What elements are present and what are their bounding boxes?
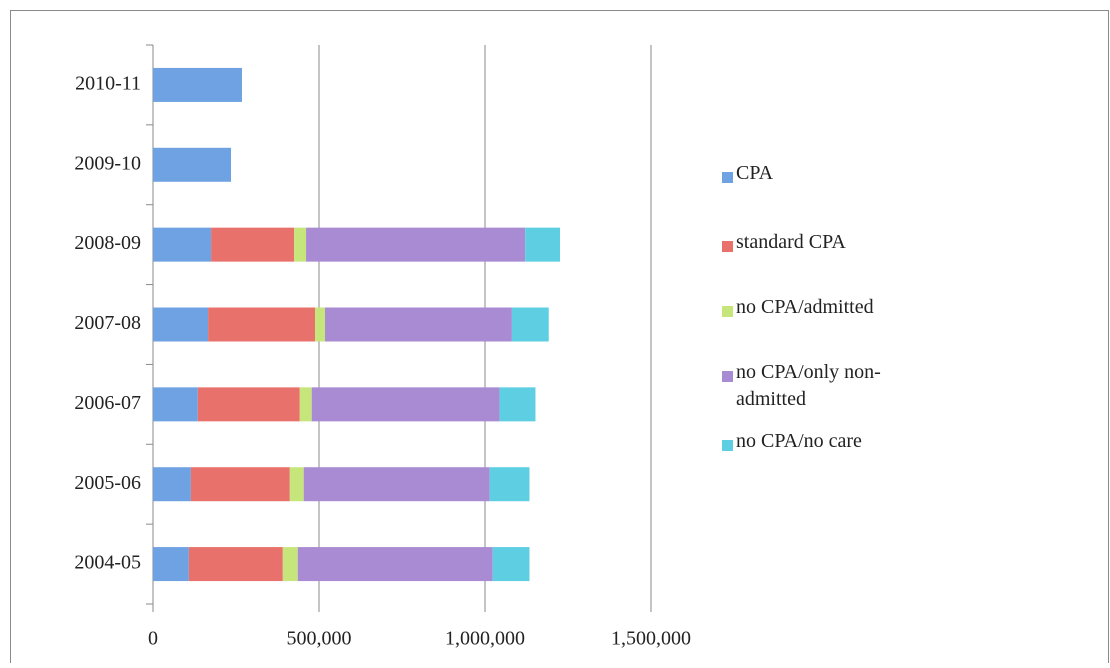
bar-segment: [297, 547, 493, 582]
bar-segment: [315, 307, 325, 342]
bar-segment: [303, 467, 490, 502]
bar-segment: [188, 547, 283, 582]
legend-label: no CPA/no care: [736, 430, 862, 452]
bar-segment: [511, 307, 549, 342]
legend-swatch: [722, 371, 733, 382]
legend-swatch: [722, 306, 733, 317]
bar-segment: [289, 467, 304, 502]
bar-segment: [282, 547, 298, 582]
legend-swatch: [722, 440, 733, 451]
legend-item: no CPA/no care: [722, 430, 962, 455]
bar-segment: [489, 467, 530, 502]
bar-segment: [153, 467, 191, 502]
legend-label: no CPA/admitted: [736, 296, 874, 318]
y-tick-label: 2008-09: [74, 232, 141, 254]
bar-segment: [153, 307, 209, 342]
legend-swatch: [722, 241, 733, 252]
bar-segment: [208, 307, 316, 342]
legend-label: standard CPA: [736, 231, 846, 253]
legend-label: CPA: [736, 162, 774, 184]
bar-segment: [197, 387, 300, 422]
bar-segment: [499, 387, 536, 422]
bar-segment: [153, 147, 232, 182]
bar-segment: [525, 227, 561, 262]
y-tick-label: 2009-10: [74, 152, 141, 174]
x-tick-label: 500,000: [287, 628, 352, 650]
bar-segment: [153, 547, 189, 582]
bar-segment: [153, 227, 212, 262]
bar-segment: [299, 387, 312, 422]
bar-segment: [492, 547, 530, 582]
x-tick-label: 1,000,000: [445, 628, 525, 650]
legend-swatch: [722, 172, 733, 183]
y-tick-label: 2006-07: [74, 392, 141, 414]
bar-segment: [306, 227, 526, 262]
legend-label: no CPA/only non-admitted: [736, 361, 881, 410]
bar-segment: [324, 307, 512, 342]
y-tick-label: 2010-11: [75, 73, 141, 95]
legend-item: no CPA/admitted: [722, 296, 962, 321]
x-tick-label: 1,500,000: [611, 628, 691, 650]
legend-item: CPA: [722, 162, 962, 187]
bar-segment: [190, 467, 290, 502]
chart-frame: [10, 10, 1109, 668]
bar-segment: [311, 387, 500, 422]
y-tick-label: 2005-06: [74, 472, 141, 494]
bar-segment: [294, 227, 307, 262]
bar-segment: [153, 387, 198, 422]
bar-segment: [153, 67, 242, 102]
y-tick-label: 2007-08: [74, 312, 141, 334]
y-tick-label: 2004-05: [74, 552, 141, 574]
legend-item: no CPA/only non-admitted: [722, 361, 962, 413]
x-tick-label: 0: [148, 628, 158, 650]
legend-item: standard CPA: [722, 231, 962, 256]
bar-segment: [211, 227, 295, 262]
